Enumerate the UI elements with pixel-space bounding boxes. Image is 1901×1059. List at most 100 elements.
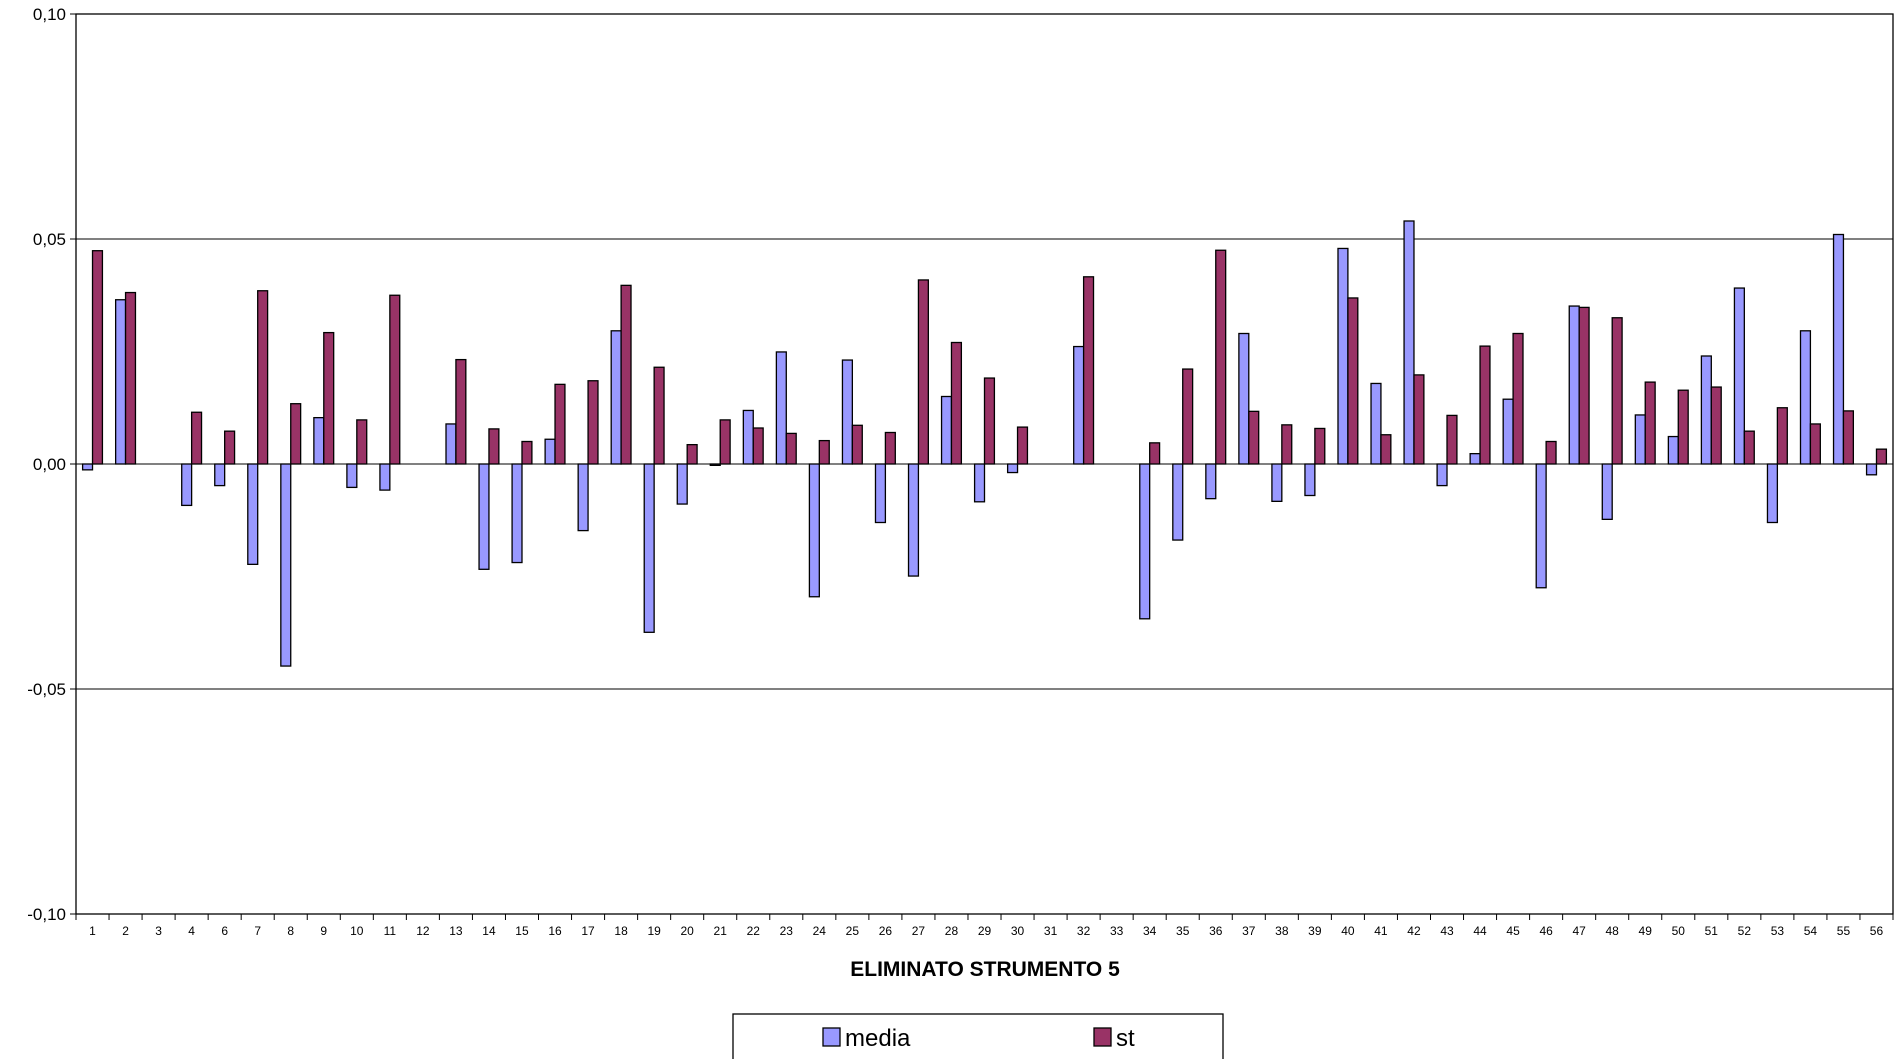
x-axis-ticks: 1 2 3 4 6 7 8 9 10 11 12 13 14 15 16 17 18 19 20 21 22 23 24 25… [75,914,1894,938]
bar-media-23 [775,351,787,465]
bar-st-56 [1875,448,1888,465]
bar-st-19 [653,366,665,465]
bar-st-42 [1413,374,1425,465]
bar-st-25 [851,424,863,465]
x-tick-label: 7 [254,924,261,938]
x-tick-label: 18 [614,924,628,938]
bar-media-6 [214,463,226,487]
x-tick-label: 23 [780,924,794,938]
x-tick-label: 34 [1143,924,1157,938]
bar-media-45 [1502,398,1514,465]
x-tick-label: 44 [1473,924,1487,938]
bar-media-29 [973,463,986,503]
bar-media-32 [1073,345,1085,465]
x-tick-label: 41 [1374,924,1388,938]
bar-st-15 [521,440,533,465]
bar-st-1 [91,250,104,465]
bar-media-34 [1139,463,1151,620]
bar-st-44 [1479,345,1491,465]
legend-label-st: st [1116,1025,1135,1052]
bar-media-26 [874,463,887,524]
bar-media-42 [1403,220,1415,465]
x-tick-label: 43 [1440,924,1454,938]
bar-media-7 [247,463,259,565]
x-tick-label: 25 [846,924,860,938]
x-tick-label: 48 [1606,924,1620,938]
y-axis-ticks: 0,10 0,05 0,00 -0,05 -0,10 [27,5,76,924]
bar-st-30 [1016,426,1029,465]
y-tick-label: 0,10 [33,5,66,24]
bar-st-8 [290,403,302,465]
bar-media-46 [1535,463,1547,589]
bar-st-10 [356,419,368,465]
x-tick-label: 55 [1837,924,1851,938]
x-tick-label: 31 [1044,924,1058,938]
bar-st-50 [1677,389,1689,465]
x-tick-label: 17 [581,924,595,938]
x-tick-label: 19 [647,924,661,938]
bar-media-4 [181,463,193,507]
bar-st-13 [455,358,467,465]
x-tick-label: 21 [714,924,728,938]
bar-st-27 [917,279,929,465]
bar-st-23 [785,432,797,465]
bar-media-15 [511,463,523,564]
bar-st-29 [983,377,996,465]
bar-st-35 [1182,368,1194,465]
bar-media-27 [907,463,920,577]
bar-st-34 [1149,442,1161,465]
x-tick-label: 4 [188,924,195,938]
bar-media-44 [1469,452,1481,465]
x-tick-label: 14 [482,924,496,938]
bar-st-45 [1512,332,1524,465]
bar-media-41 [1370,382,1382,465]
bar-media-36 [1205,463,1217,500]
x-tick-label: 11 [384,924,397,938]
y-tick-label: 0,00 [33,455,66,474]
bar-st-51 [1710,386,1722,465]
bar-st-2 [124,291,137,465]
x-tick-label: 51 [1705,924,1719,938]
bar-media-17 [577,463,589,532]
bar-media-49 [1634,414,1646,465]
x-tick-label: 10 [350,924,364,938]
bar-st-54 [1809,423,1821,465]
x-tick-label: 33 [1110,924,1124,938]
bar-st-52 [1743,430,1755,465]
bar-st-22 [752,427,764,465]
bar-media-14 [478,463,490,570]
bar-media-13 [445,423,457,465]
legend-swatch-st [1093,1027,1112,1047]
bar-st-48 [1611,317,1623,465]
x-tick-label: 28 [945,924,959,938]
bar-media-18 [610,330,622,465]
bar-groups [81,220,1888,667]
bar-st-38 [1281,424,1293,465]
bar-media-20 [676,463,688,505]
bar-media-54 [1799,330,1812,465]
x-tick-label: 46 [1539,924,1553,938]
bar-st-21 [719,419,731,465]
bar-st-17 [587,380,599,465]
bar-st-20 [686,443,698,465]
bar-st-14 [488,428,500,465]
bar-media-39 [1304,463,1316,497]
bar-st-47 [1578,306,1590,465]
bar-media-10 [346,463,358,489]
bar-media-53 [1766,463,1779,524]
legend-box [732,1013,1224,1059]
x-tick-label: 56 [1870,924,1884,938]
bar-st-7 [257,290,269,465]
bar-media-1 [81,463,94,471]
y-tick-label: -0,05 [27,680,66,699]
x-tick-label: 15 [515,924,529,938]
x-tick-label: 30 [1011,924,1025,938]
x-tick-label: 29 [978,924,992,938]
x-tick-label: 38 [1275,924,1289,938]
x-axis-title: ELIMINATO STRUMENTO 5 [850,958,1120,981]
x-tick-label: 35 [1176,924,1190,938]
x-tick-label: 8 [287,924,294,938]
bar-st-32 [1082,276,1095,465]
bar-st-49 [1644,381,1656,465]
